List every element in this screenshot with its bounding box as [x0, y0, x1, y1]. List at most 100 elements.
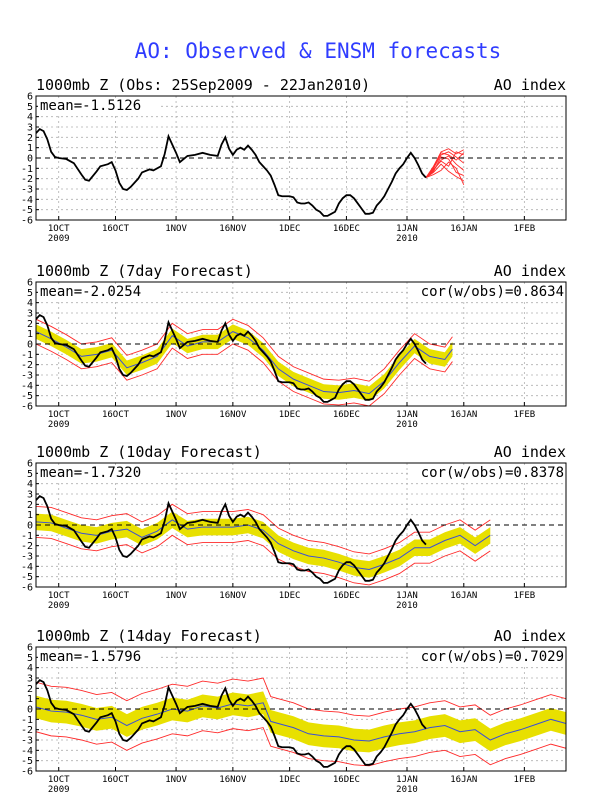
x-tick-label: 1DEC — [279, 224, 301, 234]
panel-title: 1000mb Z (7day Forecast) — [36, 262, 253, 280]
y-tick-label: -3 — [21, 185, 33, 196]
mean-stat: mean=-1.5126 — [40, 98, 141, 114]
observed-ao-line — [36, 678, 427, 768]
y-tick-label: -1 — [21, 531, 33, 542]
x-tick-label: 1FEB — [514, 775, 536, 785]
ensemble-mean-line — [36, 702, 566, 742]
plot-area — [36, 677, 566, 768]
x-tick-label: 1JAN — [396, 775, 418, 785]
figure-title: AO: Observed & ENSM forecasts — [135, 39, 502, 63]
panel-2: 1000mb Z (7day Forecast) AO index6543210-… — [21, 262, 567, 430]
y-tick-label: 5 — [27, 469, 33, 480]
y-tick-label: -5 — [21, 572, 33, 583]
y-tick-label: 5 — [27, 288, 33, 299]
y-tick-label: -3 — [21, 552, 33, 563]
y-tick-label: 2 — [27, 319, 33, 330]
x-tick-label: 1FEB — [514, 410, 536, 420]
y-tick-label: -5 — [21, 205, 33, 216]
y-tick-label: -5 — [21, 756, 33, 767]
observed-ao-line — [36, 313, 427, 403]
ensemble-spread-band — [36, 511, 491, 578]
ensemble-member-line — [425, 148, 465, 178]
y-tick-label: 6 — [27, 92, 33, 103]
stat-bg — [38, 465, 158, 480]
y-tick-label: 2 — [27, 133, 33, 144]
stat-bg — [410, 465, 564, 480]
y-tick-label: 3 — [27, 674, 33, 685]
x-tick-label: 16DEC — [333, 224, 360, 234]
x-tick-label: 1FEB — [514, 224, 536, 234]
x-tick-label: 16NOV — [219, 775, 247, 785]
y-tick-label: 6 — [27, 278, 33, 289]
y-tick-label: -6 — [21, 216, 33, 227]
correlation-stat: cor(w/obs)=0.7029 — [421, 649, 564, 665]
y-tick-label: 3 — [27, 490, 33, 501]
y-tick-label: 2 — [27, 500, 33, 511]
y-tick-label: -4 — [21, 746, 33, 757]
y-tick-label: 3 — [27, 123, 33, 134]
panel-title: 1000mb Z (10day Forecast) — [36, 443, 262, 461]
x-tick-label: 16OCT — [102, 224, 130, 234]
x-tick-label: 1NOV — [165, 224, 187, 234]
ensemble-member-line — [425, 151, 465, 178]
y-tick-label: 4 — [27, 112, 33, 123]
y-tick-label: 6 — [27, 459, 33, 470]
x-tick-label: 1DEC — [279, 591, 301, 601]
x-tick-label: 1NOV — [165, 775, 187, 785]
panel-3: 1000mb Z (10day Forecast) AO index 6543210… — [21, 443, 567, 611]
y-tick-label: -2 — [21, 360, 33, 371]
envelope-upper-line — [36, 318, 453, 382]
y-tick-label: 0 — [27, 521, 33, 532]
x-tick-label: 16JAN — [450, 410, 477, 420]
y-tick-label: -4 — [21, 381, 33, 392]
x-tick-label: 1NOV — [165, 410, 187, 420]
y-tick-label: -3 — [21, 371, 33, 382]
x-tick-label: 16DEC — [333, 410, 360, 420]
x-tick-year-label: 2010 — [396, 601, 418, 611]
ensemble-member-line — [425, 161, 465, 186]
y-tick-label: -2 — [21, 725, 33, 736]
x-tick-label: 16NOV — [219, 410, 247, 420]
y-tick-label: 1 — [27, 510, 33, 521]
x-tick-year-label: 2009 — [48, 234, 70, 244]
x-tick-label: 16NOV — [219, 224, 247, 234]
mean-stat: mean=-1.7320 — [40, 465, 141, 481]
y-tick-label: 2 — [27, 684, 33, 695]
ensemble-spread-band — [36, 324, 453, 401]
x-tick-label: 16OCT — [102, 591, 130, 601]
envelope-upper-line — [36, 677, 566, 717]
observed-ao-line — [36, 494, 427, 584]
envelope-upper-line — [36, 503, 491, 555]
panel-1: 1000mb Z (Obs: 25Sep2009 - 22Jan2010) AO … — [21, 76, 567, 244]
panel-title: 1000mb Z (14day Forecast) — [36, 627, 262, 645]
y-tick-label: 5 — [27, 102, 33, 113]
y-tick-label: -1 — [21, 715, 33, 726]
ensemble-member-line — [425, 151, 464, 178]
stat-bg — [38, 284, 158, 299]
correlation-stat: cor(w/obs)=0.8634 — [421, 284, 564, 300]
x-tick-label: 16JAN — [450, 775, 477, 785]
x-tick-label: 16JAN — [450, 224, 477, 234]
mean-stat: mean=-2.0254 — [40, 284, 141, 300]
ensemble-member-line — [425, 152, 465, 178]
x-tick-label: 1DEC — [279, 410, 301, 420]
y-tick-label: -3 — [21, 736, 33, 747]
y-tick-label: 4 — [27, 663, 33, 674]
panel-index-label: AO index — [494, 76, 566, 94]
y-tick-label: 1 — [27, 143, 33, 154]
x-tick-year-label: 2010 — [396, 420, 418, 430]
panel-title: 1000mb Z (Obs: 25Sep2009 - 22Jan2010) — [36, 76, 370, 94]
panel-4: 1000mb Z (14day Forecast) AO index 6543210… — [21, 627, 567, 795]
envelope-lower-line — [36, 343, 453, 406]
x-tick-label: 1DEC — [279, 775, 301, 785]
x-tick-label: 1OCT — [48, 410, 70, 420]
ensemble-member-line — [425, 163, 465, 182]
y-tick-label: 4 — [27, 298, 33, 309]
x-tick-year-label: 2010 — [396, 234, 418, 244]
ensemble-mean-line — [36, 331, 453, 395]
y-tick-label: -4 — [21, 562, 33, 573]
y-tick-label: 4 — [27, 479, 33, 490]
stat-bg — [38, 98, 158, 113]
mean-stat: mean=-1.5796 — [40, 649, 141, 665]
